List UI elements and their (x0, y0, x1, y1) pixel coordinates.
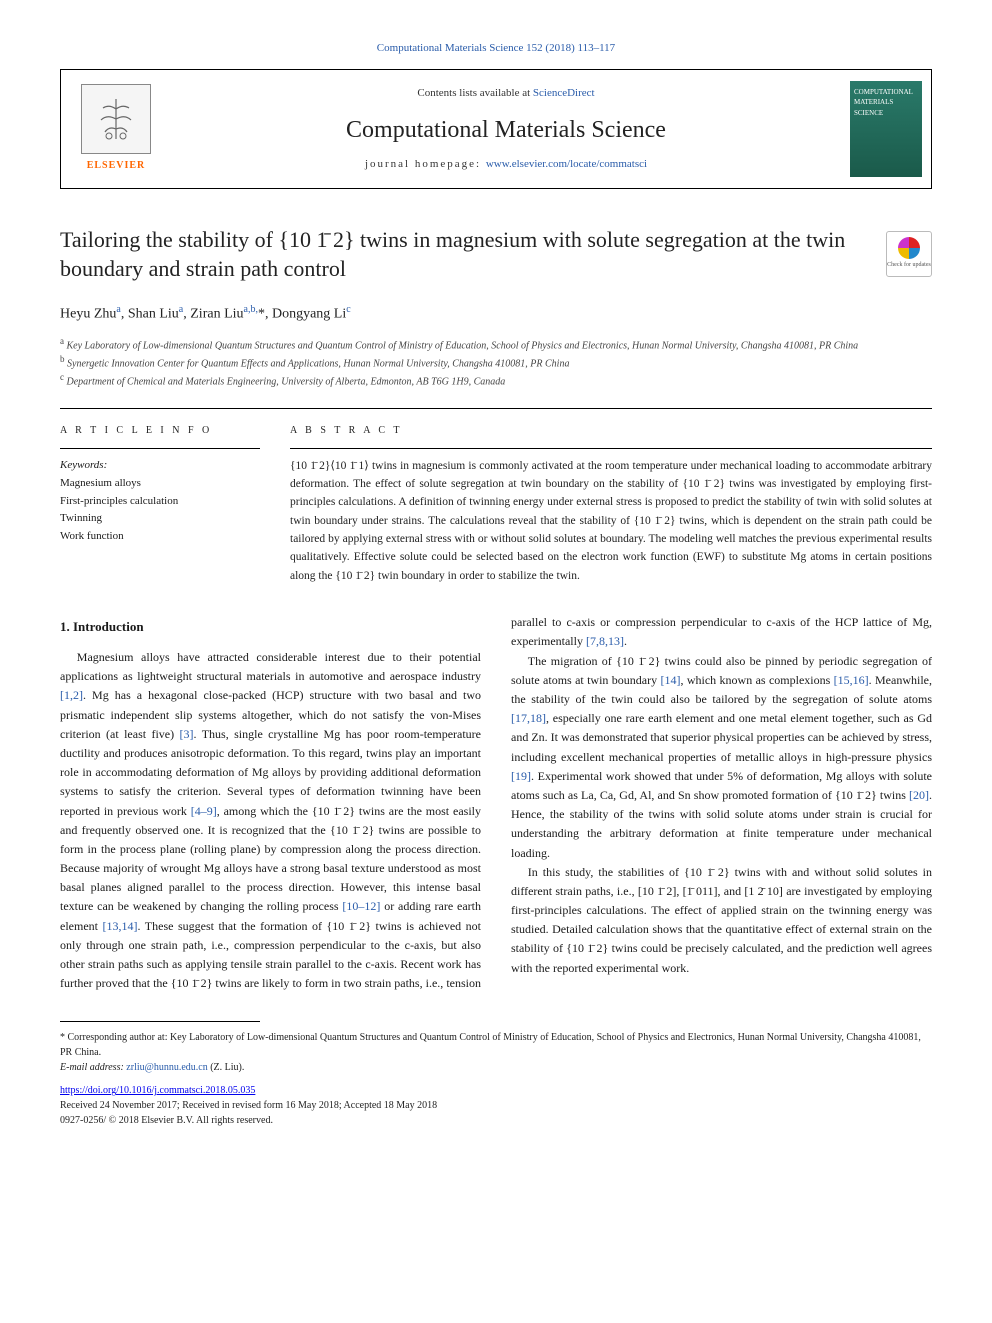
authors-line: Heyu Zhua, Shan Liua, Ziran Liua,b,*, Do… (60, 302, 932, 325)
cover-label: COMPUTATIONAL MATERIALS SCIENCE (854, 87, 918, 119)
affiliation-a: a Key Laboratory of Low-dimensional Quan… (60, 335, 932, 353)
affiliations-block: a Key Laboratory of Low-dimensional Quan… (60, 335, 932, 390)
ref-link[interactable]: [20] (909, 788, 929, 802)
journal-cover-cell: COMPUTATIONAL MATERIALS SCIENCE (841, 70, 931, 188)
header-center: Contents lists available at ScienceDirec… (171, 70, 841, 188)
keyword-item: Twinning (60, 510, 260, 528)
journal-header-box: ELSEVIER Contents lists available at Sci… (60, 69, 932, 189)
journal-reference: Computational Materials Science 152 (201… (60, 40, 932, 57)
email-line: E-mail address: zrliu@hunnu.edu.cn (Z. L… (60, 1060, 932, 1075)
affiliation-c: c Department of Chemical and Materials E… (60, 371, 932, 389)
affiliation-b: b Synergetic Innovation Center for Quant… (60, 353, 932, 371)
ref-link[interactable]: [14] (660, 673, 680, 687)
keyword-item: First-principles calculation (60, 493, 260, 511)
ref-link[interactable]: [3] (180, 727, 194, 741)
doi-line: https://doi.org/10.1016/j.commatsci.2018… (60, 1083, 932, 1098)
article-info-column: A R T I C L E I N F O Keywords: Magnesiu… (60, 423, 260, 586)
elsevier-tree-icon (81, 84, 151, 154)
homepage-prefix: journal homepage: (365, 158, 486, 170)
homepage-link[interactable]: www.elsevier.com/locate/commatsci (486, 158, 647, 170)
info-rule (60, 448, 260, 449)
journal-title: Computational Materials Science (346, 112, 666, 148)
elsevier-logo-cell: ELSEVIER (61, 70, 171, 188)
abstract-column: A B S T R A C T {10 1̄ 2}⟨10 1̄ 1⟩ twins… (290, 423, 932, 586)
journal-cover-thumb: COMPUTATIONAL MATERIALS SCIENCE (850, 81, 922, 177)
journal-homepage-line: journal homepage: www.elsevier.com/locat… (365, 156, 647, 173)
email-label: E-mail address: (60, 1062, 126, 1073)
intro-heading: 1. Introduction (60, 617, 481, 638)
elsevier-wordmark: ELSEVIER (87, 158, 146, 173)
check-updates-icon (898, 237, 920, 259)
issn-copyright-line: 0927-0256/ © 2018 Elsevier B.V. All righ… (60, 1113, 932, 1128)
abstract-heading: A B S T R A C T (290, 423, 932, 438)
ref-link[interactable]: [7,8,13] (586, 634, 624, 648)
ref-link[interactable]: [15,16] (834, 673, 869, 687)
keywords-list: Magnesium alloysFirst-principles calcula… (60, 475, 260, 545)
article-title: Tailoring the stability of {10 1̄ 2} twi… (60, 225, 932, 284)
email-suffix: (Z. Liu). (208, 1062, 245, 1073)
keyword-item: Work function (60, 528, 260, 546)
contents-prefix: Contents lists available at (417, 87, 532, 99)
footer-separator (60, 1021, 260, 1022)
sciencedirect-link[interactable]: ScienceDirect (533, 87, 595, 99)
abstract-text: {10 1̄ 2}⟨10 1̄ 1⟩ twins in magnesium is… (290, 457, 932, 586)
ref-link[interactable]: [4–9] (191, 804, 217, 818)
article-info-heading: A R T I C L E I N F O (60, 423, 260, 438)
corresponding-author-note: * Corresponding author at: Key Laborator… (60, 1030, 932, 1060)
ref-link[interactable]: [10–12] (342, 899, 380, 913)
article-title-text: Tailoring the stability of {10 1̄ 2} twi… (60, 227, 845, 282)
ref-link[interactable]: [17,18] (511, 711, 546, 725)
body-two-columns: 1. Introduction Magnesium alloys have at… (60, 613, 932, 993)
intro-p3: In this study, the stabilities of {10 1̄… (511, 863, 932, 978)
received-line: Received 24 November 2017; Received in r… (60, 1098, 932, 1113)
keyword-item: Magnesium alloys (60, 475, 260, 493)
check-updates-badge[interactable]: Check for updates (886, 231, 932, 277)
ref-link[interactable]: [1,2] (60, 688, 83, 702)
info-abstract-row: A R T I C L E I N F O Keywords: Magnesiu… (60, 408, 932, 586)
email-link[interactable]: zrliu@hunnu.edu.cn (126, 1062, 207, 1073)
doi-link[interactable]: https://doi.org/10.1016/j.commatsci.2018… (60, 1085, 255, 1096)
keywords-label: Keywords: (60, 457, 260, 474)
ref-link[interactable]: [13,14] (103, 919, 138, 933)
intro-p2: The migration of {10 1̄ 2} twins could a… (511, 652, 932, 863)
check-updates-label: Check for updates (887, 261, 931, 269)
ref-link[interactable]: [19] (511, 769, 531, 783)
abstract-rule (290, 448, 932, 449)
contents-available-line: Contents lists available at ScienceDirec… (417, 85, 594, 102)
